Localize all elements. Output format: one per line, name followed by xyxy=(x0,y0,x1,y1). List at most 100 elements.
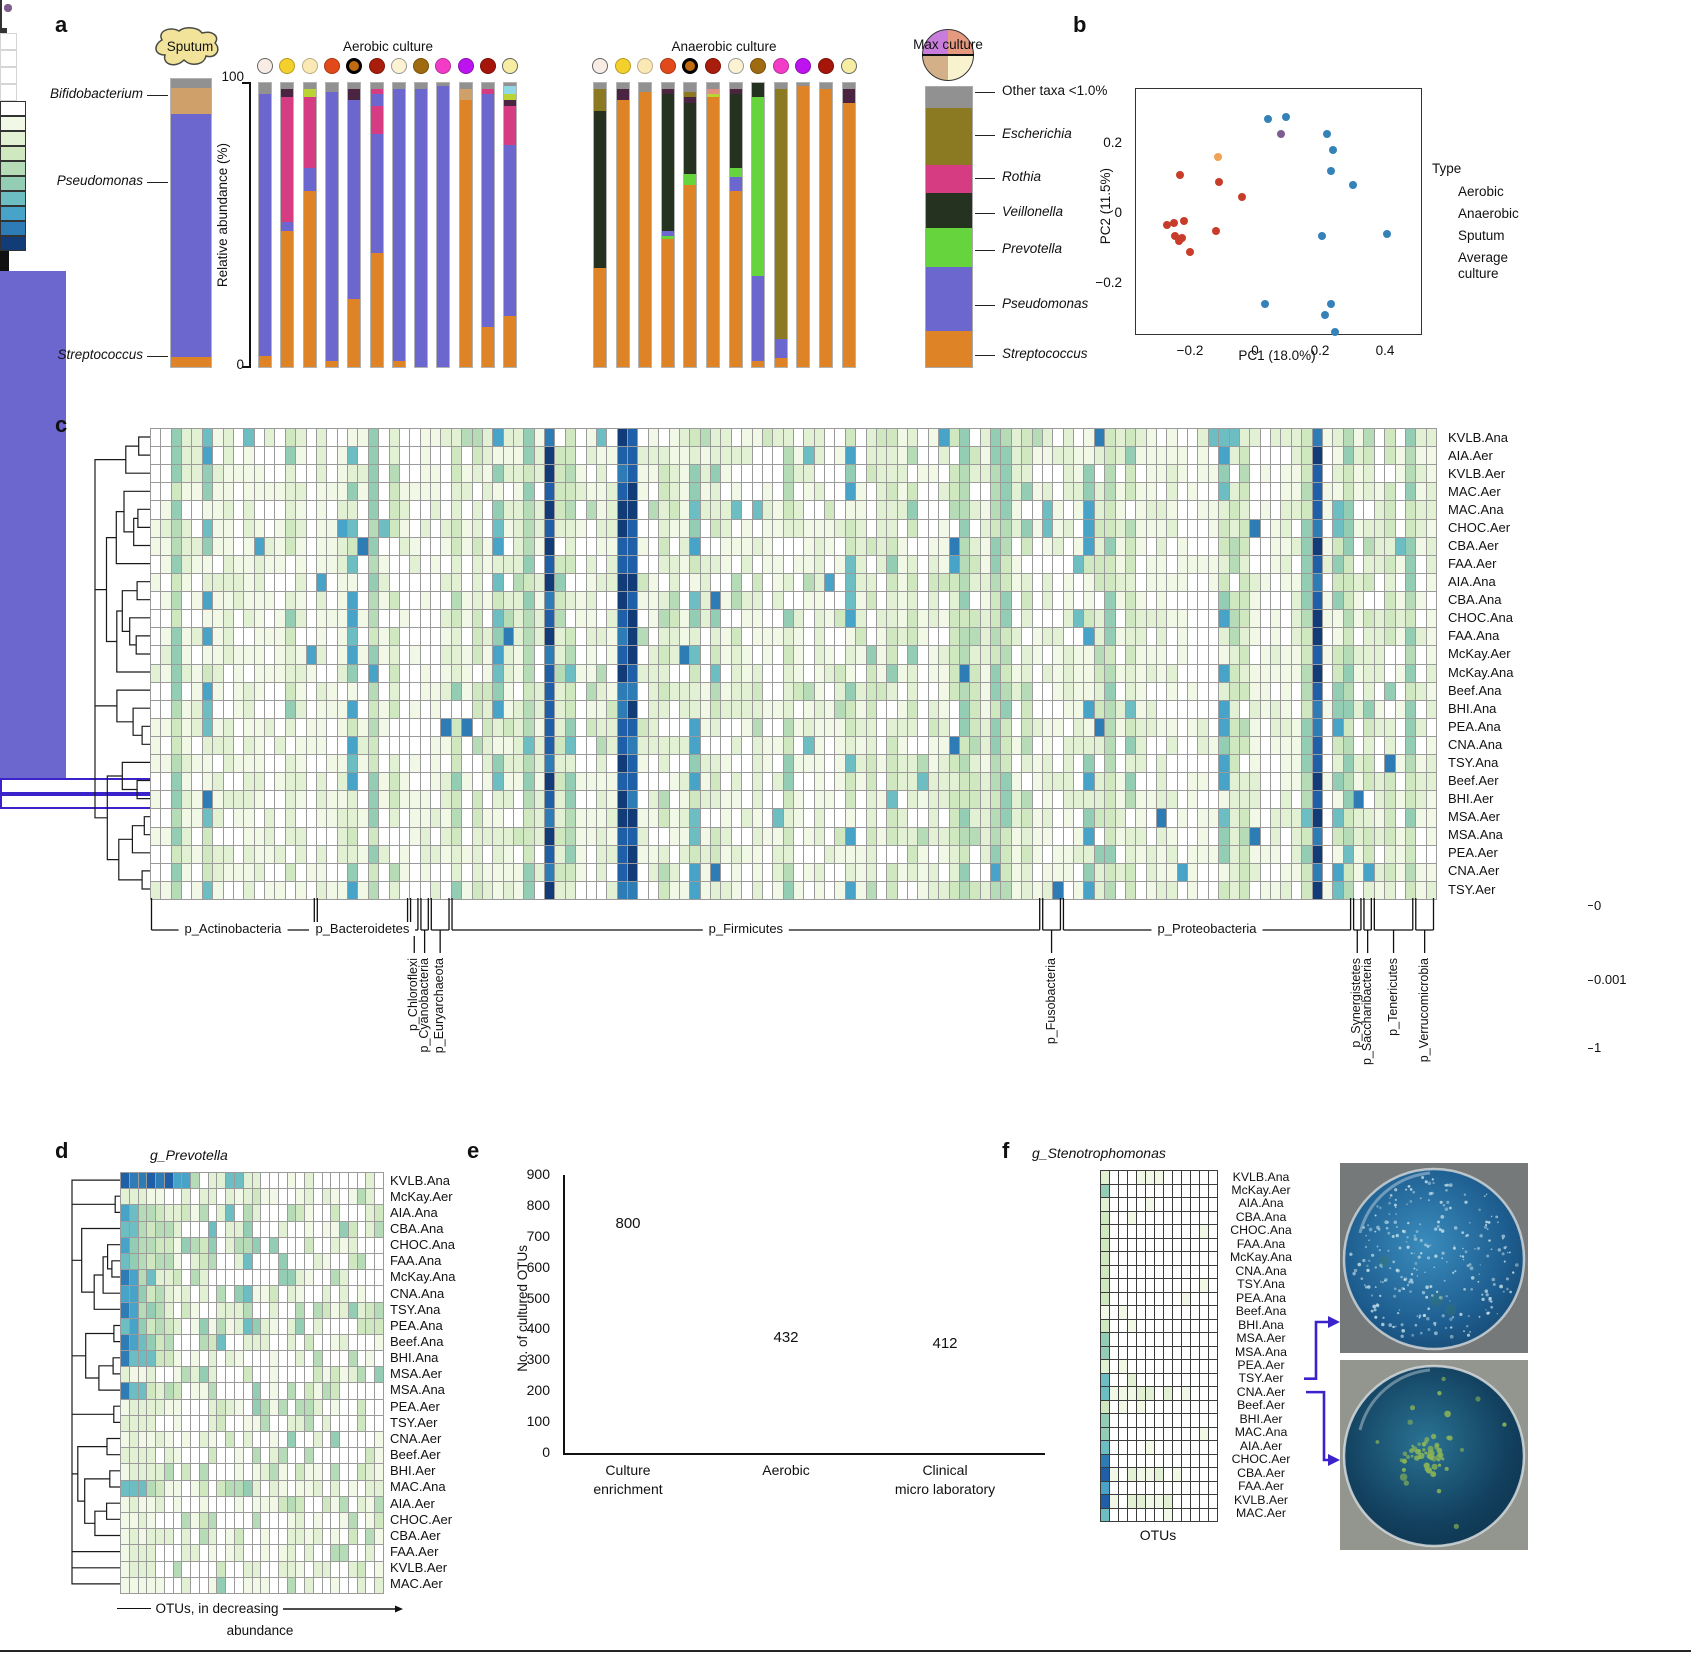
heatmap-cell xyxy=(375,1415,383,1432)
heatmap-cell xyxy=(669,592,679,610)
heatmap-cell xyxy=(1385,736,1395,755)
heatmap-cell xyxy=(897,718,908,736)
heatmap-cell xyxy=(565,809,576,827)
legend-bar-segment xyxy=(926,228,972,267)
heatmap-cell xyxy=(1322,682,1333,700)
heatmap-cell xyxy=(1426,682,1436,700)
heatmap-cell xyxy=(389,429,399,447)
heatmap-cell xyxy=(576,537,586,555)
heatmap-cell xyxy=(322,1432,331,1448)
heatmap-cell xyxy=(493,736,503,755)
heatmap-cell xyxy=(1032,827,1042,845)
heatmap-cell xyxy=(980,447,991,465)
heatmap-cell xyxy=(1416,791,1426,809)
heatmap-cell xyxy=(1343,809,1354,827)
heatmap-cell xyxy=(1250,483,1260,501)
heatmap-cell xyxy=(1084,465,1094,483)
heatmap-cell xyxy=(1042,465,1053,483)
heatmap-cell xyxy=(1200,1495,1208,1508)
heatmap-cell xyxy=(1155,1319,1163,1332)
heatmap-cell xyxy=(1354,718,1364,736)
heatmap-cell xyxy=(171,881,182,899)
heatmap-cell xyxy=(316,628,327,646)
heatmap-cell xyxy=(555,573,565,592)
heatmap-cell xyxy=(493,519,503,537)
sputum-blob-icon xyxy=(155,27,219,66)
heatmap-cell xyxy=(762,809,773,827)
heatmap-cell xyxy=(337,573,348,592)
heatmap-cell xyxy=(1416,809,1426,827)
heatmap-cell xyxy=(524,592,534,610)
heatmap-cell xyxy=(375,1545,383,1561)
heatmap-cell xyxy=(316,718,327,736)
heatmap-cell xyxy=(638,555,648,573)
heatmap-cell xyxy=(628,555,638,573)
heatmap-cell xyxy=(375,1464,383,1480)
heatmap-cell xyxy=(1239,682,1250,700)
scatter-point xyxy=(1238,193,1246,202)
heatmap-cell xyxy=(1156,845,1167,863)
heatmap-cell xyxy=(1395,809,1405,827)
heatmap-cell xyxy=(1167,465,1177,483)
heatmap-cell xyxy=(565,646,576,664)
heatmap-cell xyxy=(217,1399,226,1415)
heatmap-cell xyxy=(493,863,503,881)
heatmap-cell xyxy=(628,537,638,555)
heatmap-cell xyxy=(379,845,389,863)
heatmap-cell xyxy=(825,863,835,881)
heatmap-cell xyxy=(908,501,918,519)
heatmap-cell xyxy=(856,519,866,537)
heatmap-cell xyxy=(451,700,462,718)
heatmap-cell xyxy=(223,429,233,447)
heatmap-cell xyxy=(191,1496,199,1513)
heatmap-cell xyxy=(1042,429,1053,447)
heatmap-cell xyxy=(617,755,628,773)
heatmap-cell xyxy=(835,555,845,573)
heatmap-cell xyxy=(366,1480,375,1496)
heatmap-cell xyxy=(1426,537,1436,555)
heatmap-cell xyxy=(638,682,648,700)
heatmap-cell xyxy=(887,429,897,447)
heatmap-cell xyxy=(441,447,451,465)
heatmap-cell xyxy=(182,700,192,718)
heatmap-cell xyxy=(399,700,410,718)
heatmap-cell xyxy=(928,682,939,700)
heatmap-cell xyxy=(1416,610,1426,628)
heatmap-cell xyxy=(1125,773,1136,791)
heatmap-cell xyxy=(431,519,441,537)
heatmap-cell xyxy=(545,628,555,646)
d-title-prefix: g_ xyxy=(150,1147,166,1163)
heatmap-cell xyxy=(1110,1198,1118,1211)
heatmap-cell xyxy=(607,845,617,863)
heatmap-cell xyxy=(358,537,368,555)
row-label: CHOC.Ana xyxy=(390,1237,456,1253)
heatmap-cell xyxy=(1063,592,1074,610)
heatmap-cell xyxy=(138,1189,147,1205)
sample-color-dot xyxy=(727,58,744,74)
heatmap-cell xyxy=(1219,465,1229,483)
heatmap-cell xyxy=(607,773,617,791)
heatmap-cell xyxy=(348,1302,357,1318)
heatmap-cell xyxy=(223,736,233,755)
heatmap-cell xyxy=(327,863,337,881)
heatmap-cell xyxy=(223,447,233,465)
heatmap-cell xyxy=(472,827,482,845)
heatmap-cell xyxy=(1164,1225,1172,1238)
heatmap-cell xyxy=(897,465,908,483)
heatmap-cell xyxy=(814,718,825,736)
heatmap-cell xyxy=(959,773,970,791)
heatmap-cell xyxy=(368,537,379,555)
a-ytick-100: 100 xyxy=(221,69,244,84)
heatmap-cell xyxy=(234,1367,243,1383)
heatmap-cell xyxy=(420,863,431,881)
heatmap-cell xyxy=(337,718,348,736)
heatmap-cell xyxy=(1164,1198,1172,1211)
heatmap-cell xyxy=(845,447,856,465)
scatter-point xyxy=(1382,230,1391,238)
heatmap-cell xyxy=(243,1302,252,1318)
heatmap-cell xyxy=(138,1367,147,1383)
heatmap-cell xyxy=(420,718,431,736)
heatmap-cell xyxy=(1094,592,1105,610)
heatmap-cell xyxy=(1191,1292,1199,1305)
heatmap-cell xyxy=(171,610,182,628)
